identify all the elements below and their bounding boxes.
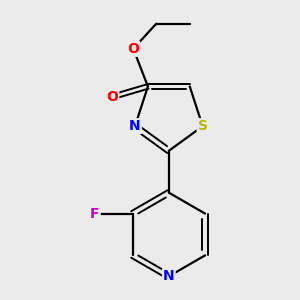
- Text: O: O: [127, 42, 139, 56]
- Text: O: O: [106, 90, 118, 104]
- Text: N: N: [163, 269, 175, 283]
- Text: F: F: [90, 207, 100, 220]
- Text: S: S: [198, 119, 208, 133]
- Text: N: N: [129, 119, 141, 133]
